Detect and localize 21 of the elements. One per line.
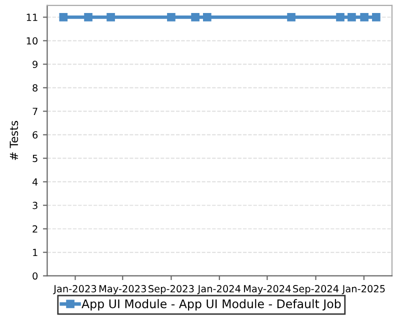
y-tick-label: 4 <box>32 178 38 186</box>
x-tick-label: Jan-2025 <box>342 285 385 294</box>
y-tick-label: 9 <box>32 60 38 68</box>
x-tick-label: May-2023 <box>100 285 146 294</box>
y-tick-label: 1 <box>33 248 38 256</box>
y-tick-label: 5 <box>32 154 38 162</box>
y-tick-label: 3 <box>32 202 38 210</box>
x-tick-label: May-2024 <box>244 285 291 294</box>
y-axis-title: # Tests <box>10 120 18 160</box>
y-tick-label: 6 <box>32 131 38 139</box>
y-tick-label: 2 <box>32 225 38 233</box>
y-tick-label: 7 <box>32 108 38 115</box>
legend-label: App UI Module - App UI Module - Default Job <box>82 299 341 311</box>
y-tick-label: 0 <box>32 272 38 280</box>
x-tick-label: Sep-2024 <box>293 285 339 294</box>
y-tick-label: 8 <box>32 84 38 92</box>
x-tick-label: Jan-2024 <box>197 285 240 294</box>
x-tick-label: Jan-2023 <box>53 285 96 294</box>
y-tick-label: 10 <box>26 37 38 45</box>
x-tick-label: Sep-2023 <box>148 285 194 294</box>
y-tick-label: 11 <box>26 14 38 21</box>
